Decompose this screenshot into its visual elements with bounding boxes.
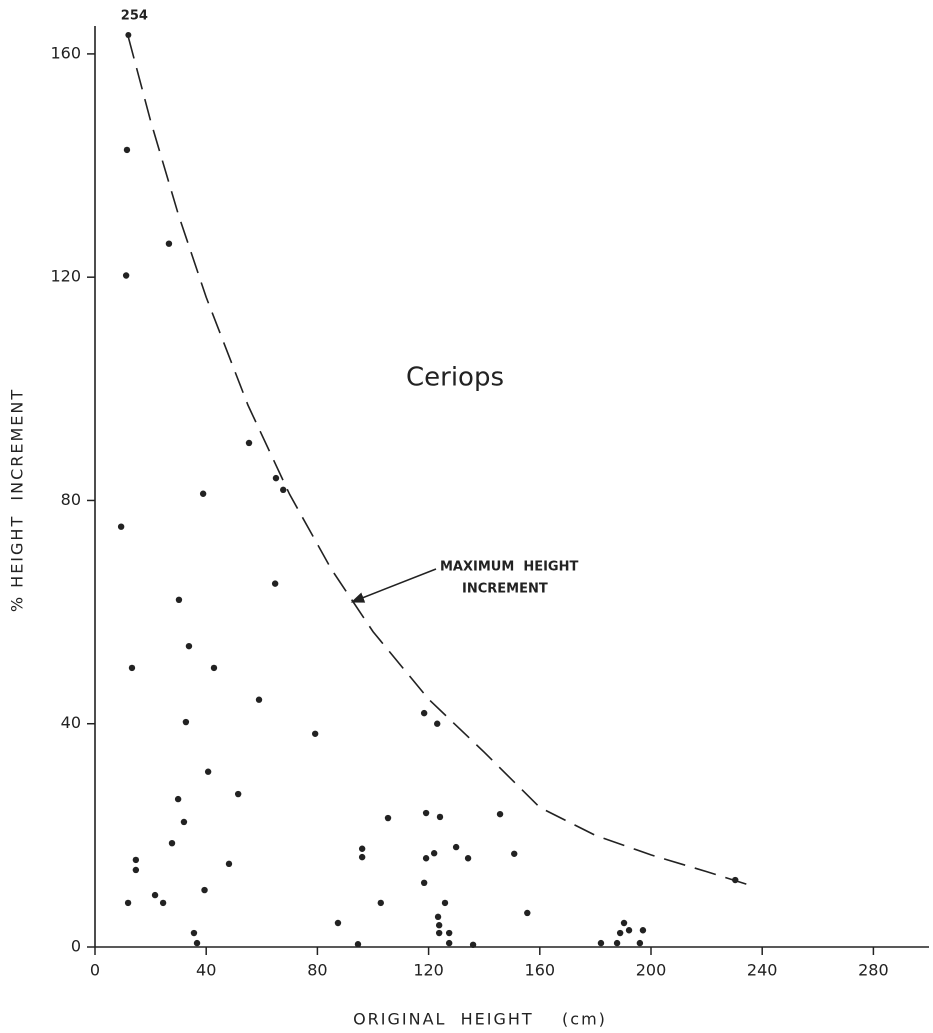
- y-tick-label: 0: [71, 937, 81, 956]
- point: [354, 941, 362, 948]
- point: [190, 929, 198, 937]
- x-tick-label: 280: [858, 961, 889, 980]
- point: [377, 899, 384, 907]
- x-tick-label: 40: [196, 961, 216, 980]
- point: [422, 855, 430, 862]
- point: [436, 813, 444, 821]
- point: [122, 272, 130, 279]
- point: [496, 810, 504, 818]
- point: [123, 146, 131, 154]
- point: [225, 860, 233, 868]
- curve-label: INCREMENT: [462, 582, 548, 597]
- y-tick-label: 120: [50, 267, 81, 286]
- point: [430, 850, 438, 857]
- y-tick-label: 40: [61, 713, 81, 732]
- point: [132, 866, 140, 874]
- point: [358, 845, 366, 852]
- point: [271, 580, 279, 587]
- point: [441, 899, 449, 907]
- max-curve: [127, 36, 752, 887]
- point: [620, 919, 628, 927]
- x-axis-label: ORIGINAL HEIGHT (cm): [353, 1010, 607, 1029]
- point: [434, 913, 442, 921]
- point: [434, 720, 441, 727]
- point: [132, 856, 140, 864]
- point: [464, 855, 472, 862]
- curve-label: MAXIMUM HEIGHT: [440, 560, 578, 575]
- point: [280, 486, 287, 494]
- point: [245, 439, 253, 447]
- point: [165, 240, 173, 247]
- point: [445, 939, 453, 947]
- point: [435, 929, 443, 937]
- x-tick-label: 200: [636, 961, 667, 980]
- point: [193, 939, 201, 947]
- point: [201, 886, 208, 894]
- point: [168, 839, 176, 847]
- point: [124, 899, 132, 907]
- point: [384, 814, 392, 822]
- point: [185, 642, 193, 650]
- point: [452, 843, 460, 851]
- x-tick-label: 160: [525, 961, 556, 980]
- point: [639, 927, 647, 934]
- x-tick-label: 0: [90, 961, 100, 980]
- point: [174, 795, 182, 803]
- point: [420, 879, 428, 887]
- y-tick-label: 160: [50, 43, 81, 62]
- x-tick-label: 240: [747, 961, 778, 980]
- point: [636, 939, 644, 947]
- point: [255, 696, 263, 703]
- chart-title: Ceriops: [406, 363, 504, 393]
- point: [469, 941, 477, 948]
- point: [511, 850, 518, 857]
- point: [420, 709, 428, 717]
- point: [435, 922, 443, 929]
- point: [210, 664, 218, 672]
- point: [204, 768, 212, 775]
- point: [180, 818, 188, 826]
- y-tick-label: 80: [61, 490, 81, 509]
- annotation-arrow: [350, 568, 437, 603]
- point: [613, 939, 621, 947]
- point: [445, 929, 453, 937]
- point: [159, 899, 167, 907]
- point: [199, 490, 207, 497]
- point: [311, 730, 319, 737]
- axes: [94, 26, 929, 948]
- point: [597, 939, 605, 947]
- point: [422, 809, 430, 817]
- point: [334, 919, 342, 927]
- y-axis-label: % HEIGHT INCREMENT: [8, 388, 27, 612]
- point: [625, 927, 633, 934]
- point: [616, 929, 624, 937]
- x-tick-label: 80: [307, 961, 327, 980]
- point: [175, 596, 183, 604]
- point: [358, 853, 366, 861]
- point: [128, 664, 136, 672]
- point: [151, 891, 159, 899]
- point: [234, 790, 242, 798]
- offscale-label: 254: [121, 9, 148, 24]
- offscale-point: [125, 32, 132, 38]
- point: [272, 474, 280, 482]
- point: [182, 718, 190, 726]
- point: [117, 523, 125, 530]
- point: [524, 909, 531, 917]
- x-tick-label: 120: [413, 961, 444, 980]
